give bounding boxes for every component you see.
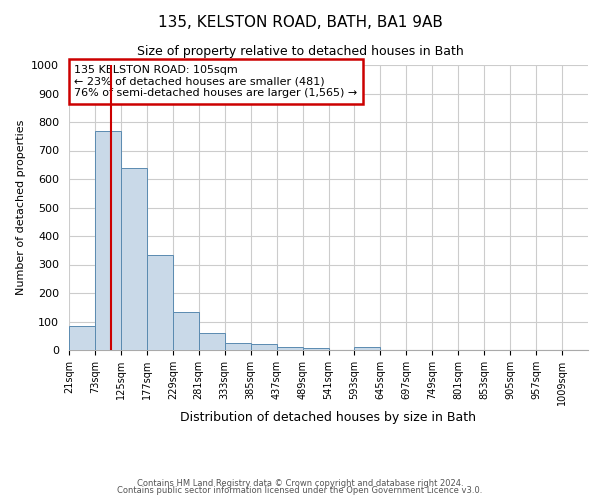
Text: 135 KELSTON ROAD: 105sqm
← 23% of detached houses are smaller (481)
76% of semi-: 135 KELSTON ROAD: 105sqm ← 23% of detach… [74, 65, 358, 98]
Y-axis label: Number of detached properties: Number of detached properties [16, 120, 26, 295]
Text: 135, KELSTON ROAD, BATH, BA1 9AB: 135, KELSTON ROAD, BATH, BA1 9AB [158, 15, 442, 30]
Bar [69, 326, 95, 350]
Text: Size of property relative to detached houses in Bath: Size of property relative to detached ho… [137, 45, 463, 58]
Bar [199, 333, 224, 350]
X-axis label: Distribution of detached houses by size in Bath: Distribution of detached houses by size … [181, 410, 476, 424]
Bar [251, 344, 277, 350]
Bar [277, 347, 302, 350]
Bar [173, 312, 199, 350]
Bar [224, 343, 251, 350]
Text: Contains public sector information licensed under the Open Government Licence v3: Contains public sector information licen… [118, 486, 482, 495]
Bar [147, 254, 173, 350]
Bar [302, 348, 329, 350]
Text: Contains HM Land Registry data © Crown copyright and database right 2024.: Contains HM Land Registry data © Crown c… [137, 478, 463, 488]
Bar [95, 130, 121, 350]
Bar [355, 347, 380, 350]
Bar [121, 168, 147, 350]
